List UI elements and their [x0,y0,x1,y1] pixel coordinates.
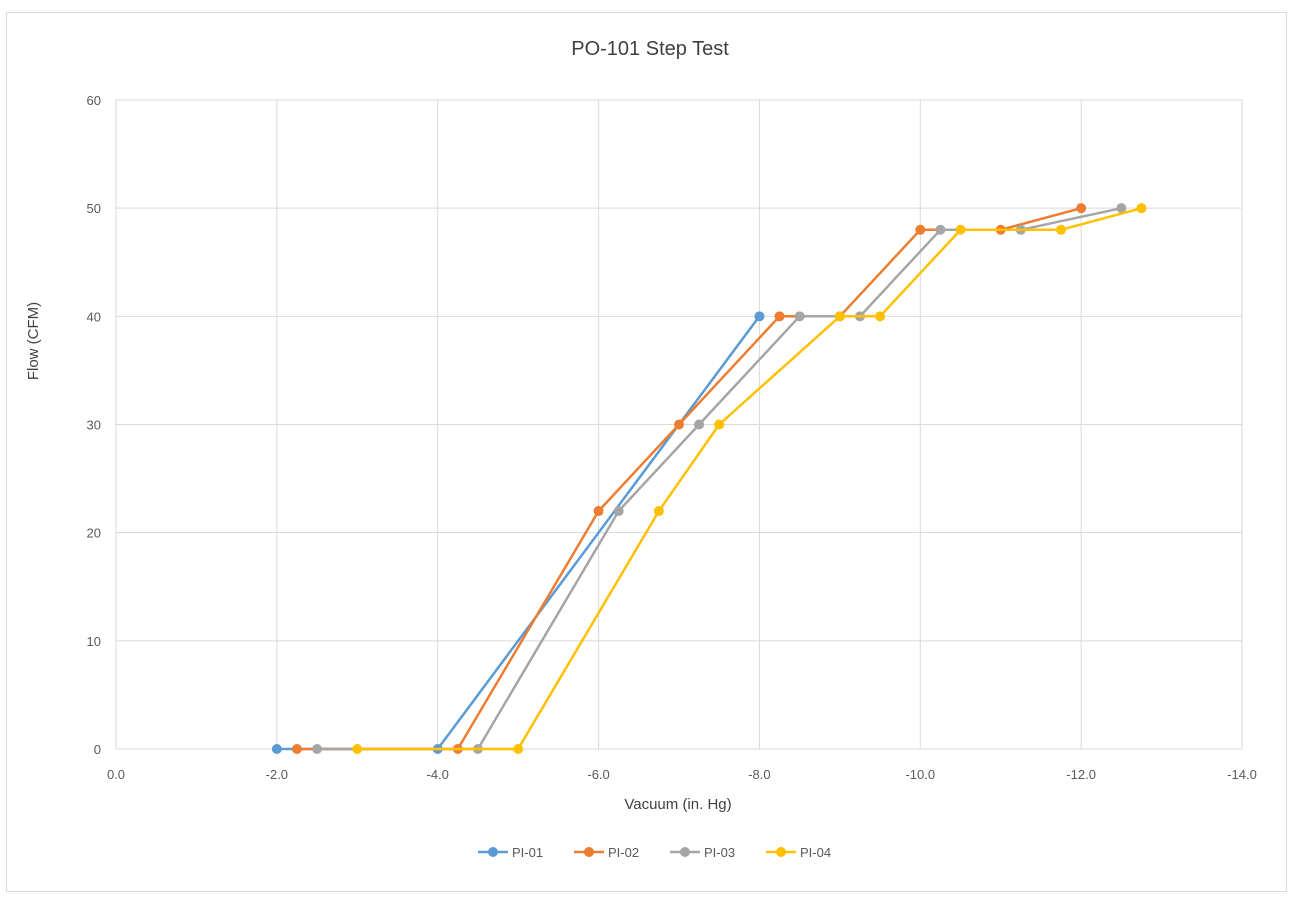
data-point [794,311,805,322]
data-point [613,506,624,517]
legend-marker [584,847,594,857]
data-point [714,419,725,430]
y-tick-label: 30 [87,418,101,433]
tick-labels: 0 10 20 30 40 50 60 0.0 -2.0 -4.0 -6.0 -8.0 -10.0 -12… [87,93,1257,782]
data-point [312,744,323,754]
y-tick-label: 0 [94,742,101,757]
series-line [297,206,1082,751]
x-tick-label: -4.0 [427,767,449,782]
chart-title: PO-101 Step Test [571,38,729,60]
legend-marker [488,847,498,857]
legend-item: PI-03 [670,845,735,860]
data-point [774,311,785,322]
chart-frame [6,12,1287,892]
data-point [935,224,946,235]
y-tick-label: 60 [87,93,101,108]
data-point [513,744,524,754]
y-axis-label: Flow (CFM) [25,302,42,380]
x-tick-label: 0.0 [107,767,125,782]
legend-marker [680,847,690,857]
series-pi-04 [352,203,1147,754]
series-pi-03 [312,203,1127,754]
legend-item: PI-01 [478,845,543,860]
data-point [694,419,705,430]
data-point [271,744,282,754]
y-tick-label: 10 [87,634,101,649]
legend-label: PI-03 [704,845,735,860]
data-point [1076,203,1087,214]
data-point [915,224,926,235]
x-tick-label: -14.0 [1227,767,1257,782]
legend: PI-01 PI-02 PI-03 PI-04 [478,845,831,860]
series-line [357,206,1142,751]
legend-item: PI-04 [766,845,831,860]
data-point [754,311,765,322]
x-tick-label: -8.0 [748,767,770,782]
data-point [1136,203,1147,214]
data-point [653,506,664,517]
legend-label: PI-02 [608,845,639,860]
data-point [834,311,845,322]
data-point [1116,203,1127,214]
data-point [291,744,302,754]
data-point [1056,224,1067,235]
data-point [875,311,886,322]
y-tick-label: 40 [87,309,101,324]
x-tick-label: -6.0 [587,767,609,782]
x-tick-label: -12.0 [1066,767,1096,782]
legend-item: PI-02 [574,845,639,860]
legend-label: PI-04 [800,845,831,860]
series-group [271,203,1147,754]
data-point [352,744,363,754]
x-tick-label: -10.0 [905,767,935,782]
y-tick-label: 20 [87,526,101,541]
data-point [593,506,604,517]
legend-label: PI-01 [512,845,543,860]
data-point [674,419,684,430]
data-point [955,224,966,235]
series-pi-02 [291,203,1087,754]
legend-marker [776,847,786,857]
x-tick-label: -2.0 [266,767,288,782]
x-axis-label: Vacuum (in. Hg) [624,796,731,813]
y-tick-label: 50 [87,201,101,216]
